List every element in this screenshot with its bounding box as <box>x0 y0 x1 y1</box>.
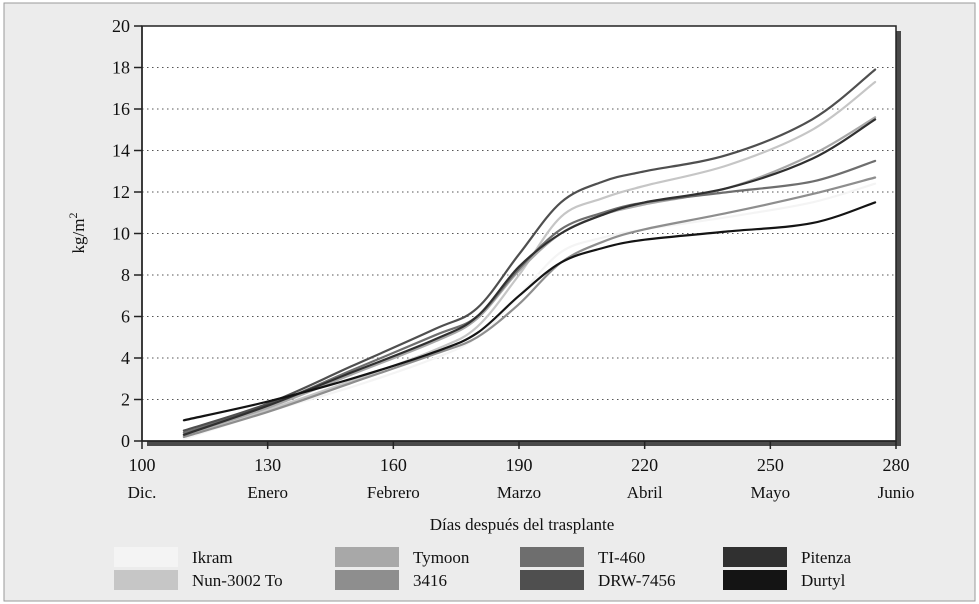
x-tick-month-label: Enero <box>247 483 288 502</box>
x-tick-month-label: Dic. <box>128 483 157 502</box>
legend-swatch-nun-3002-to <box>114 570 178 590</box>
gridlines <box>142 67 896 400</box>
y-tick-labels: 0 2 4 6 8 10 12 14 16 18 20 <box>112 16 142 451</box>
y-tick-label: 8 <box>121 265 130 285</box>
y-tick-label: 2 <box>121 390 130 410</box>
x-tick-label: 280 <box>883 455 910 475</box>
x-tick-month-label: Marzo <box>497 483 541 502</box>
legend-label-nun-3002-to: Nun-3002 To <box>192 571 283 590</box>
y-tick-label: 14 <box>112 141 130 161</box>
y-tick-label: 18 <box>112 58 130 78</box>
legend-swatch-ikram <box>114 547 178 567</box>
legend-swatch-ti-460 <box>520 547 584 567</box>
legend-swatch-drw-7456 <box>520 570 584 590</box>
legend-label-tymoon: Tymoon <box>413 548 470 567</box>
series-line-drw-7456 <box>182 68 877 432</box>
legend-swatch-pitenza <box>723 547 787 567</box>
series-line-ikram <box>182 182 877 440</box>
x-tick-label: 190 <box>506 455 533 475</box>
series-line-durtyl <box>182 201 877 422</box>
legend-label-drw-7456: DRW-7456 <box>598 571 675 590</box>
x-tick-month-label: Mayo <box>750 483 790 502</box>
y-tick-label: 10 <box>112 224 130 244</box>
legend-label-ikram: Ikram <box>192 548 233 567</box>
legend-swatch-tymoon <box>335 547 399 567</box>
x-tick-label: 220 <box>631 455 658 475</box>
y-tick-label: 12 <box>112 182 130 202</box>
x-tick-labels: 100 Dic. 130 Enero 160 Febrero 190 Marzo 220 Abri… <box>128 441 915 502</box>
series-line-pitenza <box>182 118 877 436</box>
series-lines <box>182 68 877 440</box>
x-tick-label: 160 <box>380 455 407 475</box>
legend-label-pitenza: Pitenza <box>801 548 851 567</box>
y-tick-label: 20 <box>112 16 130 36</box>
series-line-3416 <box>182 176 877 438</box>
y-axis-title: kg/m2 <box>66 213 88 254</box>
legend-swatch-durtyl <box>723 570 787 590</box>
legend: Ikram Nun-3002 To Tymoon 3416 TI-460 DRW-7456… <box>114 547 851 590</box>
legend-label-durtyl: Durtyl <box>801 571 846 590</box>
x-tick-label: 100 <box>129 455 156 475</box>
y-tick-label: 6 <box>121 307 130 327</box>
x-tick-month-label: Abril <box>627 483 663 502</box>
x-axis-title: Días después del trasplante <box>430 515 615 534</box>
legend-label-ti-460: TI-460 <box>598 548 645 567</box>
legend-label-3416: 3416 <box>413 571 447 590</box>
legend-swatch-3416 <box>335 570 399 590</box>
y-tick-label: 16 <box>112 99 130 119</box>
y-tick-label: 0 <box>121 431 130 451</box>
y-tick-label: 4 <box>121 348 130 368</box>
x-tick-month-label: Febrero <box>367 483 420 502</box>
x-tick-month-label: Junio <box>878 483 915 502</box>
x-tick-label: 250 <box>757 455 784 475</box>
x-tick-label: 130 <box>254 455 281 475</box>
